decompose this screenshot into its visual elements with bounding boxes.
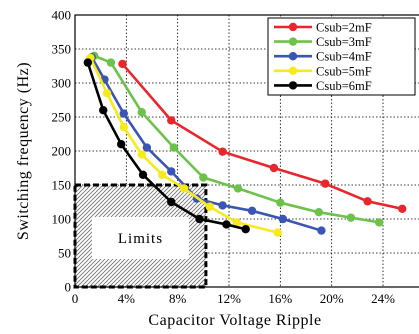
data-point [346,213,356,222]
data-point [119,123,128,132]
legend-label: Csub=4mF [316,50,372,64]
data-point [119,109,128,118]
data-point [158,170,167,179]
legend-swatch-marker [288,37,298,46]
y-tick-label: 200 [52,144,72,159]
data-point [167,167,176,176]
data-point [314,208,324,217]
y-tick-label: 300 [52,76,72,91]
series-line [86,62,246,231]
data-point [118,59,127,69]
data-point [179,184,189,193]
x-axis-title: Capacitor Voltage Ripple [148,312,321,329]
y-tick-label: 50 [58,246,71,261]
legend-item: Csub=6mF [274,79,372,93]
tick-labels: 0 50 100 150 200 250 300 350 400 0 4% 8% 12% 16% 20% 24… [52,8,396,307]
x-tick-label: 12% [217,291,241,306]
data-point [99,106,108,115]
data-point [278,214,288,224]
x-tick-label: 0 [72,291,79,306]
data-point [232,218,241,227]
plot-frame [74,14,419,288]
data-point [199,173,208,182]
series-4 [83,58,250,234]
legend-item: Csub=5mF [274,64,372,78]
data-point [142,143,152,152]
series-line [93,54,380,224]
legend-item: Csub=4mF [274,50,372,64]
legend-label: Csub=6mF [316,79,372,93]
y-tick-label: 150 [52,178,72,193]
x-tick-label: 8% [169,291,187,306]
data-point [321,179,330,188]
x-tick-label: 16% [268,291,292,306]
series-1 [90,51,384,227]
data-point [137,108,146,117]
legend-item: Csub=3mF [274,35,372,49]
x-tick-label: 20% [320,291,344,306]
limits-region: Limits [73,183,208,289]
data-point [167,116,176,125]
x-tick-label: 4% [118,291,136,306]
data-point [167,197,176,207]
data-point [195,214,204,224]
data-point [137,150,146,159]
data-point [398,204,407,213]
y-tick-label: 350 [52,42,72,57]
data-point [363,197,372,206]
data-point [117,140,126,149]
data-point [273,228,282,237]
series-0 [118,59,407,213]
y-tick-label: 250 [52,110,72,125]
series-3 [86,53,282,237]
legend-swatch-marker [288,52,298,61]
data-point [218,147,227,156]
data-point [222,220,231,229]
y-tick-label: 0 [65,280,72,295]
series-lines [83,51,407,237]
data-point [218,201,227,210]
data-point [247,206,257,216]
limits-label: Limits [118,231,163,247]
limits-label-box [92,217,189,259]
data-point [269,163,279,173]
legend-label: Csub=3mF [316,35,372,49]
y-axis-title: Switching frequency (Hz) [15,62,32,240]
data-point [241,225,250,234]
data-point [233,184,243,193]
legend-label: Csub=2mF [316,21,372,35]
legend-swatch-marker [288,22,298,32]
data-point [276,198,285,207]
legend-swatch-marker [288,81,298,90]
x-tick-label: 24% [371,291,395,306]
y-tick-label: 400 [52,8,72,23]
legend-item: Csub=2mF [274,21,372,35]
legend-swatch-marker [288,66,298,76]
legend-label: Csub=5mF [316,64,372,78]
y-tick-label: 100 [52,212,72,227]
data-point [83,58,93,67]
data-point [169,143,179,152]
data-point [106,58,116,67]
data-point [102,89,112,98]
data-point [317,226,326,235]
data-point [138,170,148,179]
data-point [205,202,214,211]
data-point [374,218,384,227]
